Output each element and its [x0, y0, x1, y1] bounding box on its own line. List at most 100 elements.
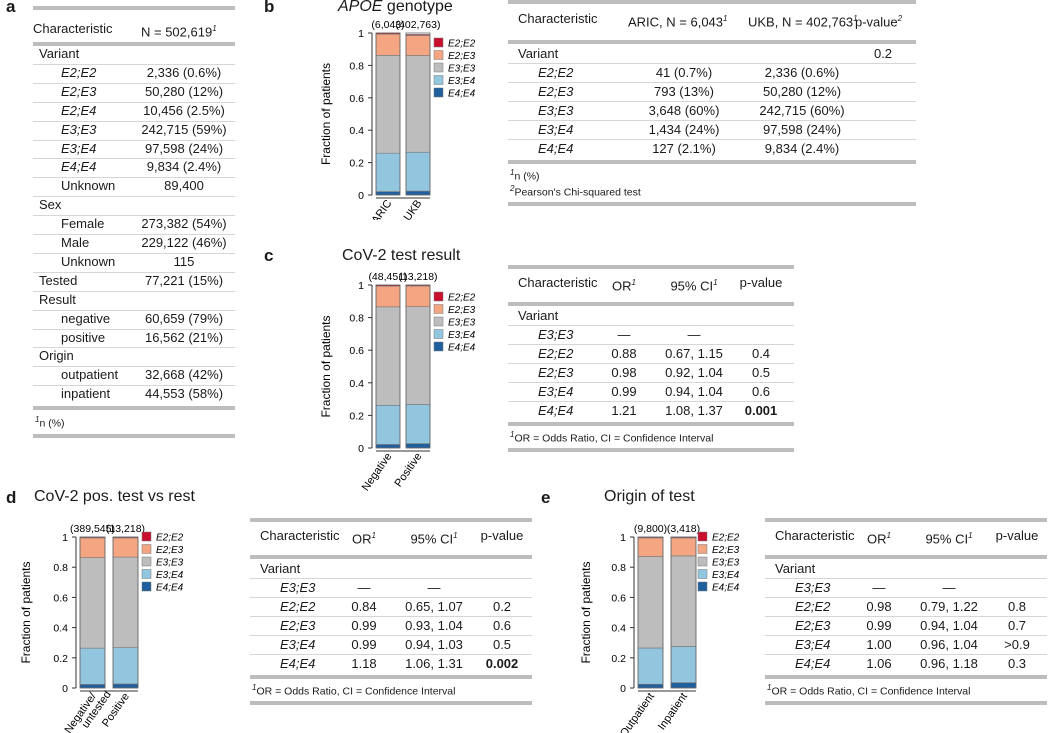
- header-p: p-value: [481, 525, 524, 547]
- cell-text: E2;E3: [795, 618, 831, 633]
- footnote-marker: 1: [453, 531, 458, 540]
- cell-text: 16,562 (21%): [144, 329, 224, 345]
- cell-text: 0.5: [751, 365, 771, 380]
- header-ci: 95% CI1: [925, 525, 972, 550]
- panel-c-table: Characteristic OR1 95% CI1 p-value Variant E3…: [508, 265, 794, 452]
- panel-label-e: e: [541, 488, 551, 507]
- legend-label: E3;E4: [156, 570, 184, 581]
- row-p: 0.6: [493, 616, 511, 635]
- bar-segment: [405, 190, 431, 196]
- bar-segment: [79, 684, 106, 689]
- y-tick-label: 0.6: [53, 592, 68, 604]
- cell-text: E3;E3: [538, 327, 574, 342]
- row-divider: [33, 385, 235, 387]
- cell-text: 3,648 (60%): [648, 103, 720, 118]
- cell-text: 32,668 (42%): [144, 367, 224, 383]
- cell-text: 242,715 (59%): [141, 121, 227, 137]
- table-rule: [765, 675, 1047, 679]
- table-rule: [508, 265, 794, 269]
- row-value: 50,280 (12%): [145, 83, 223, 102]
- y-tick-label: 0.2: [53, 653, 68, 665]
- table-row: E3;E4 0.99 0.94, 1.04 0.6: [508, 382, 794, 401]
- x-category-label: Inpatient: [656, 691, 690, 732]
- cell-text: UKB, N = 402,763: [748, 14, 854, 30]
- row-label: E3;E4: [795, 635, 830, 654]
- bar-segment: [375, 285, 401, 308]
- y-tick-label: 0.6: [349, 345, 364, 357]
- cell-text: p-value: [995, 528, 1039, 543]
- header-or: OR1: [612, 272, 636, 297]
- cell-text: 2,336 (0.6%): [146, 64, 222, 80]
- row-ci: 0.96, 1.04: [920, 635, 978, 654]
- row-ci: 0.79, 1.22: [920, 597, 978, 616]
- legend-label: E2;E2: [448, 293, 476, 304]
- cell-text: Variant: [518, 46, 559, 61]
- row-divider: [33, 366, 235, 368]
- row-label: Tested: [39, 272, 77, 291]
- cell-text: Characteristic: [518, 275, 598, 290]
- legend-label: E3;E4: [712, 570, 740, 581]
- header-ukb: UKB, N = 402,7631: [748, 8, 858, 33]
- cell-text: 229,122 (46%): [141, 235, 227, 250]
- bar-segment: [405, 285, 431, 307]
- row-label: E2;E2: [538, 344, 573, 363]
- legend-swatch: [141, 569, 152, 579]
- row-ci: 1.08, 1.37: [665, 401, 723, 420]
- legend-label: E2;E3: [156, 545, 184, 556]
- cell-text: 60,659 (79%): [144, 310, 224, 326]
- cell-text: 0.7: [1007, 618, 1027, 633]
- bar-segment: [405, 34, 431, 36]
- table-row: E2;E2 0.88 0.67, 1.15 0.4: [508, 344, 794, 363]
- row-label: Variant: [775, 559, 815, 578]
- cell-text: E3;E4: [61, 140, 97, 156]
- cell-text: —: [357, 580, 371, 595]
- row-divider: [765, 616, 1047, 617]
- row-aric: 127 (2.1%): [652, 139, 716, 158]
- row-label: Variant: [260, 559, 300, 578]
- table-rule: [508, 422, 794, 426]
- bar-segment: [405, 306, 431, 405]
- footnote-marker: 1: [968, 531, 973, 540]
- row-ukb: 9,834 (2.4%): [765, 139, 839, 158]
- y-tick-label: 0: [358, 443, 364, 455]
- table-row: negative 60,659 (79%): [33, 310, 235, 329]
- cell-text: 95% CI: [925, 531, 969, 547]
- row-divider: [33, 271, 235, 273]
- bar-count-label: (13,218): [106, 523, 145, 535]
- cell-text: 77,221 (15%): [144, 272, 224, 288]
- cell-text: Variant: [39, 46, 80, 61]
- bar-segment: [375, 306, 401, 406]
- table-row: E2;E2 0.98 0.79, 1.22 0.8: [765, 597, 1047, 616]
- row-p: 0.5: [493, 635, 511, 654]
- y-tick-label: 1: [62, 532, 68, 544]
- row-ukb: 50,280 (12%): [763, 82, 841, 101]
- panel-e-title: Origin of test: [604, 488, 695, 505]
- row-divider: [33, 215, 235, 217]
- row-divider: [33, 252, 235, 254]
- row-value: 32,668 (42%): [145, 366, 223, 385]
- footnote-marker: 1: [853, 14, 858, 23]
- legend-swatch: [141, 544, 152, 554]
- panel-e-chart: Fraction of patients 0 0.2 0.4 0.6 0.8 1 (9,800…: [579, 523, 740, 733]
- cell-text: 0.65, 1.07: [405, 599, 463, 614]
- bar-segment: [405, 35, 431, 56]
- cell-text: Result: [39, 291, 76, 307]
- table-row: E3;E3 — —: [250, 578, 532, 597]
- cell-text: 127 (2.1%): [652, 141, 716, 156]
- cell-text: —: [617, 327, 631, 342]
- row-divider: [250, 597, 532, 598]
- row-divider: [33, 196, 235, 198]
- footnote-text: n (%): [39, 417, 65, 430]
- row-divider: [508, 401, 794, 402]
- cell-text: E2;E2: [538, 346, 574, 361]
- cell-text: Characteristic: [518, 11, 598, 26]
- panel-d-table: Characteristic OR1 95% CI1 p-value Variant E3…: [250, 518, 532, 709]
- footnote: 1n (%): [35, 415, 65, 430]
- table-row: E2;E3 0.99 0.93, 1.04 0.6: [250, 616, 532, 635]
- bar-segment: [79, 647, 106, 685]
- row-divider: [33, 158, 235, 160]
- row-p: 0.7: [1008, 616, 1026, 635]
- cell-text: 0.4: [751, 346, 771, 361]
- cell-text: 0.84: [351, 599, 377, 614]
- cell-text: 1.21: [611, 403, 637, 418]
